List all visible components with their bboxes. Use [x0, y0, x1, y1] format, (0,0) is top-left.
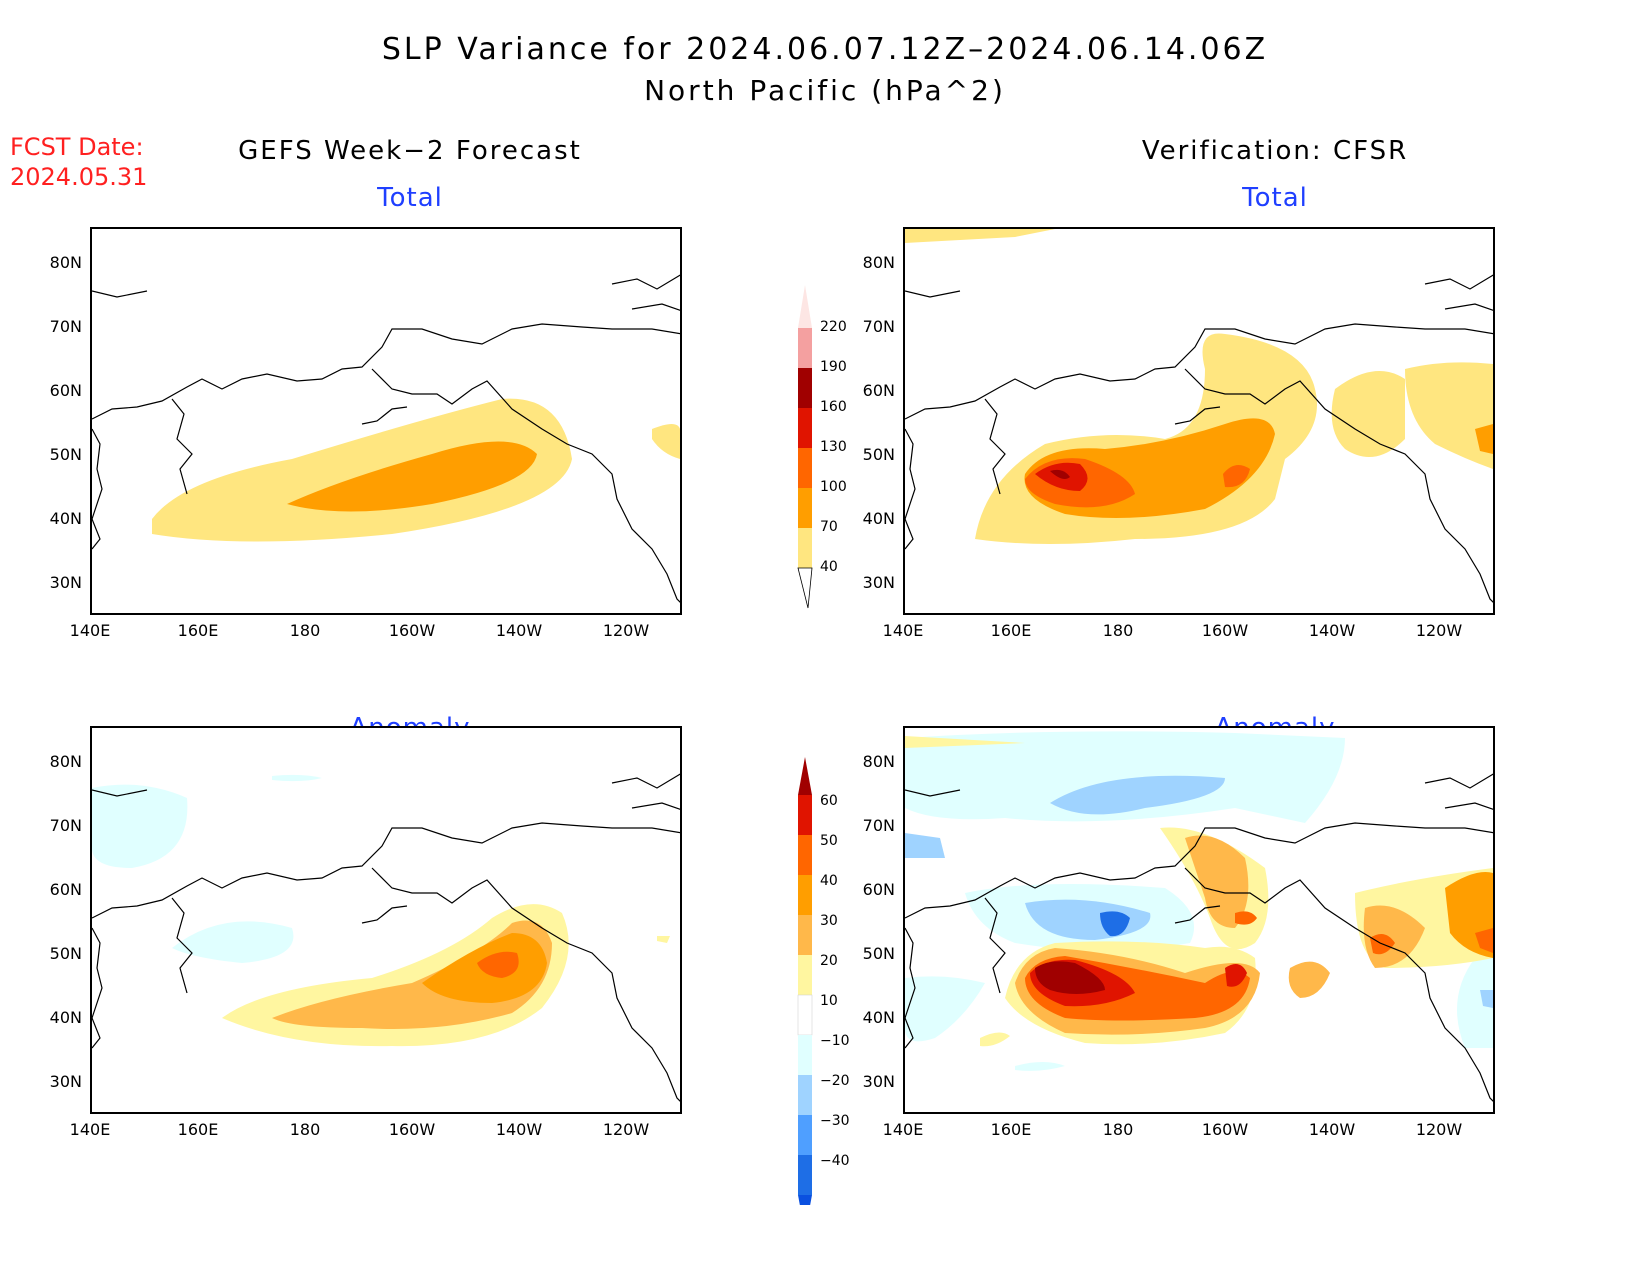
total-cb-box — [798, 368, 812, 408]
br-lon-160w: 160W — [1201, 1120, 1249, 1139]
total-cb-box — [798, 528, 812, 568]
left-column-title: GEFS Week−2 Forecast — [238, 136, 582, 166]
tr-lat-70n: 70N — [862, 317, 895, 336]
tl-lon-140w: 140W — [495, 621, 543, 640]
fcst-label: FCST Date: — [10, 133, 144, 161]
bl-lat-80n: 80N — [49, 752, 82, 771]
total-cb-bottom-triangle — [797, 567, 813, 609]
tr-lat-30n: 30N — [862, 573, 895, 592]
bl-lon-180: 180 — [289, 1120, 321, 1139]
anom-cb-label-30: 30 — [820, 913, 838, 929]
anom-cb-label-neg30: −30 — [820, 1113, 850, 1129]
br-lat-50n: 50N — [862, 944, 895, 963]
right-column-title: Verification: CFSR — [1141, 136, 1409, 166]
bl-lat-70n: 70N — [49, 816, 82, 835]
bl-lon-120w: 120W — [602, 1120, 650, 1139]
total-cb-box — [798, 328, 812, 368]
bl-lon-160e: 160E — [177, 1120, 219, 1139]
br-lat-70n: 70N — [862, 816, 895, 835]
total-cb-box — [798, 448, 812, 488]
br-lon-120w: 120W — [1415, 1120, 1463, 1139]
top-right-panel-title: Total — [1242, 183, 1308, 213]
anom-cb-label-neg20: −20 — [820, 1073, 850, 1089]
total-cb-label-100: 100 — [820, 479, 847, 495]
anom-cb-box — [797, 994, 813, 1036]
br-lon-140e: 140E — [882, 1120, 924, 1139]
tl-lon-160e: 160E — [177, 621, 219, 640]
bl-lon-140w: 140W — [495, 1120, 543, 1139]
tl-lon-140e: 140E — [69, 621, 111, 640]
br-lat-30n: 30N — [862, 1072, 895, 1091]
main-title: SLP Variance for 2024.06.07.12Z–2024.06.… — [381, 32, 1269, 67]
main-subtitle: North Pacific (hPa^2) — [644, 74, 1006, 107]
total-cb-label-190: 190 — [820, 359, 847, 375]
anom-cb-box — [798, 915, 812, 955]
verification-anomaly-map — [903, 726, 1495, 1114]
anom-cb-box — [798, 875, 812, 915]
tr-lat-40n: 40N — [862, 509, 895, 528]
tr-lon-120w: 120W — [1415, 621, 1463, 640]
tl-lat-70n: 70N — [49, 317, 82, 336]
anom-cb-label-neg40: −40 — [820, 1153, 850, 1169]
tr-lon-160e: 160E — [990, 621, 1032, 640]
tl-lat-40n: 40N — [49, 509, 82, 528]
tr-lon-180: 180 — [1102, 621, 1134, 640]
bl-lat-40n: 40N — [49, 1008, 82, 1027]
tl-lat-30n: 30N — [49, 573, 82, 592]
total-colorbar — [797, 285, 813, 609]
anom-cb-box — [798, 1115, 812, 1155]
anom-cb-top-triangle — [798, 757, 812, 795]
fcst-date: 2024.05.31 — [10, 163, 148, 191]
tr-lon-160w: 160W — [1201, 621, 1249, 640]
forecast-anomaly-map — [90, 726, 682, 1114]
anom-cb-box — [798, 1075, 812, 1115]
anom-cb-label-60: 60 — [820, 793, 838, 809]
bl-lat-60n: 60N — [49, 880, 82, 899]
total-cb-label-220: 220 — [820, 319, 847, 335]
br-lat-40n: 40N — [862, 1008, 895, 1027]
br-lat-80n: 80N — [862, 752, 895, 771]
tl-lon-120w: 120W — [602, 621, 650, 640]
forecast-total-map — [90, 227, 682, 615]
anom-cb-label-10: 10 — [820, 993, 838, 1009]
total-cb-box — [798, 408, 812, 448]
total-cb-label-40: 40 — [820, 559, 838, 575]
bl-lat-50n: 50N — [49, 944, 82, 963]
tl-lat-60n: 60N — [49, 381, 82, 400]
anom-cb-box — [798, 955, 812, 995]
br-lon-160e: 160E — [990, 1120, 1032, 1139]
bl-lon-140e: 140E — [69, 1120, 111, 1139]
verification-total-map — [903, 227, 1495, 615]
anom-cb-box — [798, 1155, 812, 1195]
total-cb-label-130: 130 — [820, 439, 847, 455]
total-cb-top-triangle — [798, 285, 812, 328]
br-lon-180: 180 — [1102, 1120, 1134, 1139]
total-cb-label-160: 160 — [820, 399, 847, 415]
anom-cb-label-neg10: −10 — [820, 1033, 850, 1049]
anom-cb-bottom-triangle — [798, 1195, 812, 1205]
tr-lat-50n: 50N — [862, 445, 895, 464]
anom-cb-label-50: 50 — [820, 833, 838, 849]
total-cb-label-70: 70 — [820, 519, 838, 535]
top-left-panel-title: Total — [377, 183, 443, 213]
anom-cb-box — [798, 835, 812, 875]
tl-lon-180: 180 — [289, 621, 321, 640]
tr-lat-60n: 60N — [862, 381, 895, 400]
total-cb-box — [798, 488, 812, 528]
tl-lat-80n: 80N — [49, 253, 82, 272]
anom-cb-label-20: 20 — [820, 953, 838, 969]
anom-cb-label-40: 40 — [820, 873, 838, 889]
anom-cb-box — [798, 1035, 812, 1075]
bl-lat-30n: 30N — [49, 1072, 82, 1091]
tr-lat-80n: 80N — [862, 253, 895, 272]
br-lat-60n: 60N — [862, 880, 895, 899]
tr-lon-140w: 140W — [1308, 621, 1356, 640]
br-lon-140w: 140W — [1308, 1120, 1356, 1139]
bl-lon-160w: 160W — [388, 1120, 436, 1139]
anomaly-colorbar — [797, 757, 813, 1205]
tl-lon-160w: 160W — [388, 621, 436, 640]
tr-lon-140e: 140E — [882, 621, 924, 640]
tl-lat-50n: 50N — [49, 445, 82, 464]
anom-cb-box — [798, 795, 812, 835]
